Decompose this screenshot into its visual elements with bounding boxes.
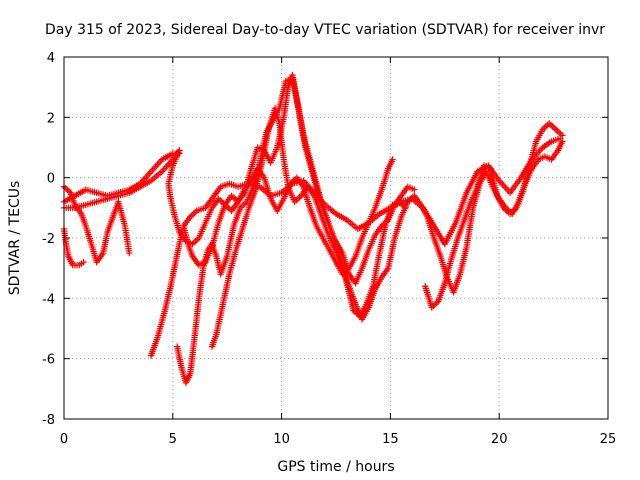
x-tick-label: 15: [382, 432, 399, 447]
data-point: [190, 210, 197, 218]
data-point: [559, 132, 566, 139]
chart-title: Day 315 of 2023, Sidereal Day-to-day VTE…: [45, 22, 605, 38]
data-point: [80, 258, 87, 266]
data-point: [552, 126, 559, 133]
x-tick-label: 20: [491, 432, 508, 447]
y-tick-label: 0: [47, 172, 55, 187]
data-point: [190, 239, 198, 246]
series-track-c: [60, 183, 133, 266]
x-tick-label: 5: [169, 432, 177, 447]
data-point: [550, 124, 558, 132]
data-point: [559, 138, 566, 145]
data-point: [547, 121, 555, 129]
series-track-f: [173, 74, 418, 386]
data-point: [389, 156, 396, 163]
y-tick-label: -4: [42, 292, 55, 307]
data-point: [294, 195, 302, 202]
y-tick-label: -6: [42, 353, 55, 368]
series-track-d: [60, 225, 87, 269]
data-point: [126, 249, 133, 257]
series-track-i: [422, 120, 566, 311]
x-axis-label: GPS time / hours: [277, 459, 394, 475]
x-tick-label: 10: [273, 432, 290, 447]
data-point: [546, 120, 553, 127]
series-track-j: [165, 147, 396, 278]
data-point: [411, 186, 418, 193]
data-point: [240, 201, 247, 209]
data-marks: [60, 71, 566, 386]
data-point: [64, 186, 71, 193]
y-tick-label: 4: [47, 51, 55, 66]
data-point: [62, 185, 69, 192]
y-axis-label: SDTVAR / TECUs: [7, 181, 23, 296]
tick-labels: 0 5 10 15 20 25 -8 -6 -4 -2 0 2 4: [42, 51, 616, 447]
y-tick-label: -8: [42, 413, 55, 428]
data-point: [431, 301, 439, 308]
x-tick-label: 0: [60, 432, 68, 447]
data-point: [296, 194, 303, 201]
data-point: [555, 129, 563, 136]
series-track-e: [147, 135, 564, 359]
data-point: [549, 123, 556, 130]
y-tick-label: 2: [47, 111, 55, 126]
y-tick-label: -2: [42, 232, 55, 247]
x-tick-label: 25: [600, 432, 617, 447]
data-point: [542, 123, 550, 130]
data-point: [554, 127, 561, 135]
data-point: [188, 212, 196, 219]
plot-frame: [63, 56, 609, 420]
